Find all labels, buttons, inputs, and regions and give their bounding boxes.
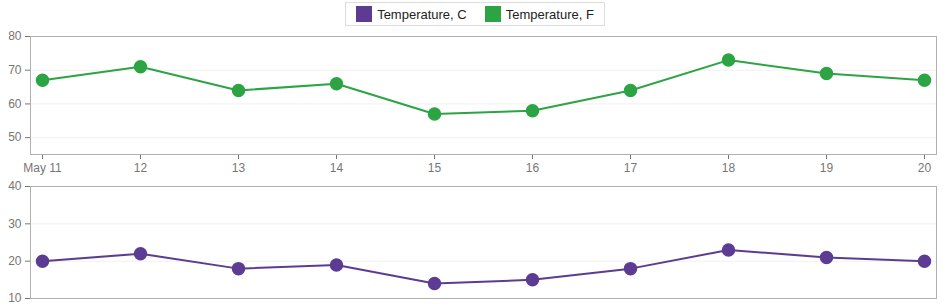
svg-text:16: 16: [526, 161, 540, 175]
svg-text:15: 15: [428, 161, 442, 175]
svg-text:20: 20: [8, 254, 22, 268]
html-text:Temperature, C: Temperature, C: [377, 6, 467, 22]
svg-text:40: 40: [8, 179, 22, 193]
svg-text:14: 14: [330, 161, 344, 175]
svg-text:80: 80: [8, 29, 22, 43]
svg-text:13: 13: [232, 161, 246, 175]
svg-text:May 11: May 11: [23, 161, 62, 175]
svg-text:18: 18: [722, 161, 736, 175]
svg-text:10: 10: [8, 291, 22, 305]
svg-text:17: 17: [624, 161, 638, 175]
svg-text:50: 50: [8, 130, 22, 144]
svg-text:60: 60: [8, 97, 22, 111]
html-text:Temperature, F: Temperature, F: [505, 6, 594, 22]
svg-text:20: 20: [918, 161, 932, 175]
svg-text:30: 30: [8, 217, 22, 231]
svg-text:12: 12: [134, 161, 148, 175]
svg-text:19: 19: [820, 161, 834, 175]
svg-text:70: 70: [8, 63, 22, 77]
